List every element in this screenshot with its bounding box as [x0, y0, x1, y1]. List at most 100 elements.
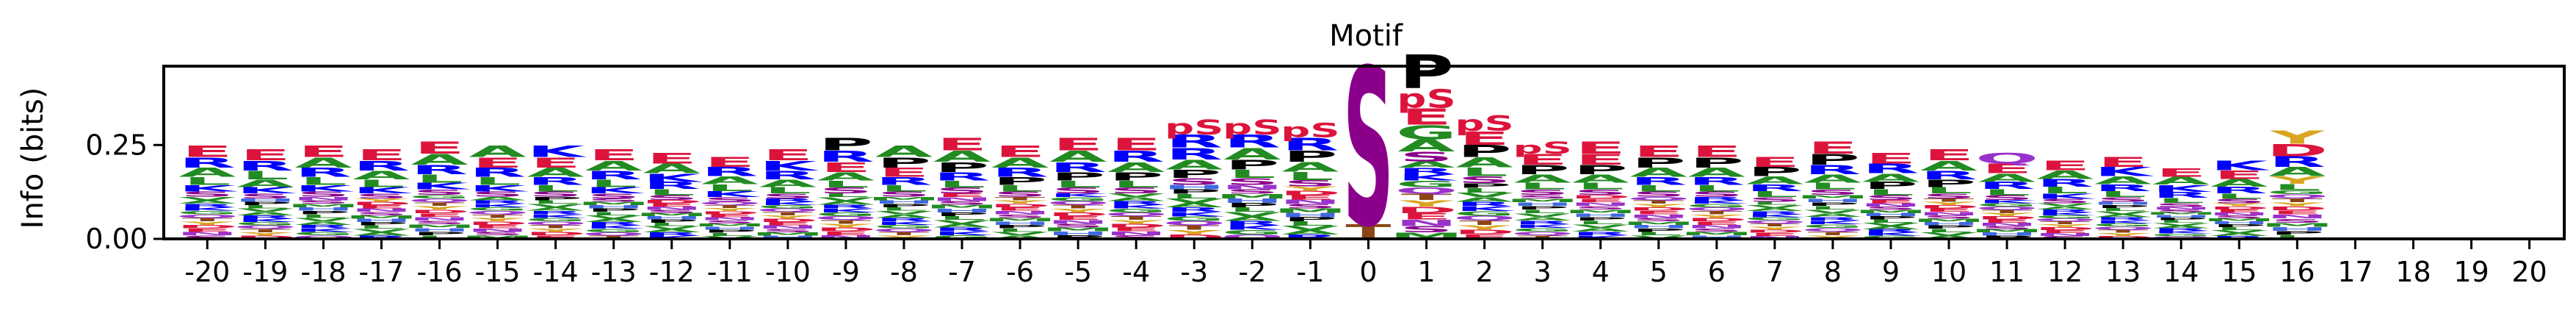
- logo-letter-R: R: [178, 155, 236, 171]
- logo-letter-R: R: [1804, 216, 1862, 222]
- logo-letter-T: T: [1169, 224, 1220, 231]
- logo-letter-L: L: [1054, 179, 1101, 190]
- logo-letter-H: H: [989, 221, 1052, 226]
- logo-letter-K: K: [1513, 223, 1574, 229]
- logo-letter-R: R: [585, 221, 643, 226]
- logo-letter-Y: Y: [1166, 229, 1222, 235]
- logo-letter-A: A: [468, 143, 527, 161]
- logo-letter-A: A: [1455, 155, 1513, 171]
- logo-letter-L: L: [1519, 209, 1566, 215]
- logo-letter-P: P: [1516, 205, 1570, 211]
- logo-letter-A: A: [643, 229, 701, 234]
- logo-letter-R: R: [1049, 160, 1107, 175]
- logo-letter-E: E: [2040, 158, 2091, 173]
- logo-letter-R: R: [1165, 207, 1223, 213]
- logo-letter-K: K: [2152, 230, 2213, 234]
- logo-letter-T: T: [1982, 209, 2033, 214]
- logo-letter-V: V: [236, 208, 294, 213]
- logo-letter-Y: Y: [237, 232, 293, 237]
- logo-letter-R: R: [1804, 162, 1862, 177]
- logo-letter-K: K: [1397, 173, 1458, 182]
- logo-letter-R: R: [1978, 180, 2036, 191]
- logo-letter-T: T: [704, 204, 755, 209]
- logo-letter-Q: Q: [756, 208, 820, 213]
- logo-letter-P: P: [935, 160, 989, 175]
- logo-letter-K: K: [527, 214, 587, 219]
- logo-letter-R: R: [1223, 220, 1281, 226]
- logo-letter-T: T: [1691, 210, 1742, 215]
- logo-letter-K: K: [294, 183, 354, 193]
- logo-letter-D: D: [1628, 207, 1690, 212]
- logo-letter-A: A: [236, 178, 294, 190]
- logo-letter-L: L: [2041, 185, 2088, 196]
- logo-letter-D: D: [409, 209, 471, 215]
- logo-letter-A: A: [1746, 207, 1803, 212]
- logo-letter-D: D: [2034, 226, 2096, 231]
- logo-letter-V: V: [1630, 234, 1688, 240]
- logo-letter-V: V: [1572, 223, 1630, 229]
- logo-letter-K: K: [759, 158, 820, 173]
- logo-letter-P: P: [1922, 178, 1976, 190]
- logo-letter-pS: pS: [1455, 112, 1513, 135]
- logo-letter-D: D: [757, 218, 819, 223]
- logo-letter-S: S: [703, 220, 756, 224]
- logo-letter-R: R: [1456, 201, 1513, 208]
- logo-letter-H: H: [757, 234, 820, 240]
- logo-letter-H: H: [350, 218, 413, 223]
- logo-letter-T: T: [182, 217, 233, 222]
- logo-letter-R: R: [1514, 220, 1571, 226]
- logo-letter-T: T: [1807, 231, 1858, 237]
- logo-letter-S: S: [471, 190, 524, 198]
- logo-letter-L: L: [2215, 192, 2262, 201]
- logo-letter-E: E: [182, 228, 233, 233]
- logo-letter-R: R: [759, 168, 817, 182]
- logo-letter-L: L: [184, 175, 231, 187]
- logo-letter-D: D: [1105, 223, 1167, 229]
- logo-letter-K: K: [2094, 220, 2154, 224]
- logo-letter-A: A: [1572, 227, 1630, 233]
- logo-letter-R: R: [2268, 154, 2326, 171]
- logo-letter-H: H: [2266, 226, 2329, 232]
- logo-letter-A: A: [294, 221, 352, 226]
- logo-letter-M: M: [925, 204, 999, 209]
- logo-letter-A: A: [1165, 157, 1223, 173]
- logo-letter-K: K: [1746, 213, 1806, 218]
- logo-letter-K: K: [2036, 192, 2096, 201]
- logo-letter-M: M: [751, 232, 825, 237]
- logo-letter-V: V: [2152, 222, 2210, 226]
- logo-letter-V: V: [1920, 232, 1978, 237]
- logo-letter-E: E: [704, 213, 755, 218]
- logo-letter-E: E: [1459, 233, 1510, 240]
- x-tick-label: -4: [1122, 256, 1150, 288]
- logo-letter-A: A: [1397, 160, 1455, 169]
- logo-letter-T: T: [2040, 221, 2091, 225]
- logo-letter-G: G: [177, 210, 238, 215]
- logo-letter-R: R: [236, 215, 294, 220]
- logo-letter-H: H: [699, 226, 761, 230]
- logo-letter-P: P: [993, 224, 1047, 229]
- logo-letter-M: M: [286, 203, 361, 208]
- logo-letter-D: D: [234, 234, 296, 240]
- logo-letter-G: G: [235, 221, 296, 226]
- logo-letter-S: S: [936, 200, 989, 206]
- logo-letter-A: A: [410, 151, 468, 168]
- logo-letter-H: H: [2208, 221, 2271, 225]
- logo-letter-S: S: [1922, 215, 1976, 220]
- logo-letter-E: E: [530, 155, 581, 171]
- logo-letter-K: K: [468, 183, 528, 193]
- logo-letter-Q: Q: [1743, 220, 1806, 224]
- logo-letter-E: E: [995, 207, 1046, 212]
- logo-letter-A: A: [1223, 215, 1281, 222]
- logo-letter-P: P: [1922, 225, 1976, 230]
- logo-letter-T: T: [530, 224, 581, 229]
- logo-letter-L: L: [706, 232, 753, 237]
- logo-letter-L: L: [532, 183, 579, 193]
